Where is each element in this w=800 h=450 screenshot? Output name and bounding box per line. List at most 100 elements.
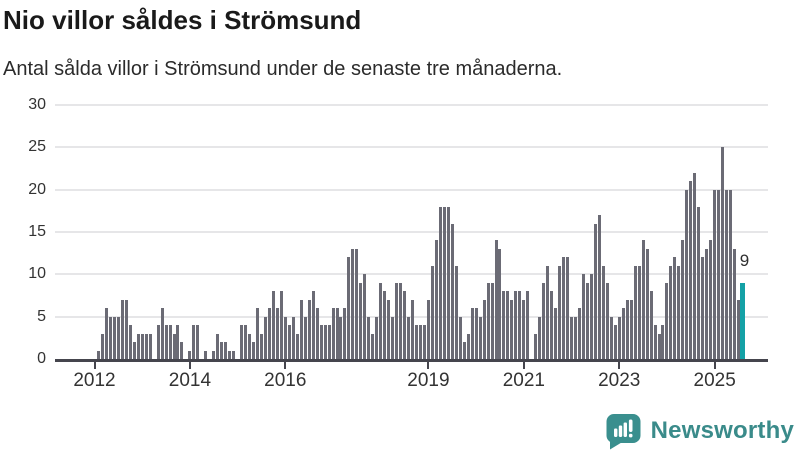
month-bar: [729, 189, 733, 359]
month-bar: [506, 291, 510, 359]
month-bar: [478, 316, 482, 359]
month-bar: [415, 325, 418, 359]
month-bar: [259, 333, 263, 359]
month-bar: [164, 325, 168, 359]
month-bar: [371, 333, 375, 359]
month-bar: [490, 282, 494, 359]
month-bar: [669, 265, 673, 359]
month-bar: [466, 333, 470, 359]
month-bar: [351, 248, 355, 359]
month-bar: [156, 325, 160, 359]
month-bar: [645, 248, 649, 359]
month-bar: [136, 333, 140, 359]
month-bar: [518, 291, 522, 359]
month-bar: [148, 333, 152, 359]
month-bar: [498, 248, 502, 359]
month-bar: [482, 299, 486, 359]
month-bar: [180, 342, 184, 359]
month-bar: [279, 291, 283, 359]
month-bar: [327, 325, 331, 359]
month-bar: [502, 291, 506, 359]
month-bar: [721, 147, 725, 359]
x-axis-tick: [618, 362, 621, 369]
month-bar: [192, 325, 196, 359]
month-bar: [120, 299, 124, 359]
gridline-y30: [55, 104, 768, 106]
x-axis-year-label: 2012: [73, 370, 116, 391]
month-bar: [363, 274, 367, 359]
month-bar: [355, 248, 359, 359]
month-bar: [633, 265, 637, 359]
month-bar: [613, 325, 617, 359]
month-bar: [359, 282, 363, 359]
month-bar: [450, 223, 454, 359]
month-bar: [454, 265, 458, 359]
month-bar: [705, 248, 709, 359]
month-bar: [526, 291, 530, 359]
month-bar: [689, 181, 693, 359]
month-bar: [172, 333, 176, 359]
gridline-y10: [55, 273, 768, 276]
month-bar: [331, 308, 335, 359]
month-bar: [685, 189, 689, 359]
month-bar: [713, 189, 717, 359]
month-bar: [566, 257, 570, 359]
month-bar: [124, 299, 128, 359]
month-bar: [649, 291, 653, 359]
x-axis-tick: [284, 362, 287, 369]
month-bar: [434, 240, 438, 359]
month-bar: [661, 325, 665, 359]
month-bar: [216, 333, 220, 359]
sales-bar-chart: 0 5 10 15 20 25 30 9 2012 2014 2016 2019 2021 2023 202…: [28, 97, 768, 391]
month-bar: [725, 189, 729, 359]
month-bar: [458, 316, 462, 359]
y-axis-tick-label: 10: [28, 265, 46, 283]
x-axis-tick: [522, 362, 525, 369]
highlight-value-label: 9: [739, 251, 750, 270]
month-bar: [275, 308, 279, 359]
month-bar: [673, 257, 677, 359]
month-bar: [578, 308, 581, 359]
month-bar: [299, 299, 303, 359]
month-bar: [522, 299, 526, 359]
y-axis-tick-label: 5: [37, 307, 46, 325]
month-bar: [248, 333, 252, 359]
month-bar: [335, 308, 339, 359]
gridline-y25: [55, 146, 768, 149]
month-bar: [430, 265, 434, 359]
gridline-y20: [55, 188, 768, 191]
month-bar: [426, 299, 430, 359]
month-bar: [212, 350, 216, 359]
x-axis-year-label: 2023: [598, 370, 641, 391]
month-bar: [538, 316, 542, 359]
month-bar: [283, 316, 287, 359]
month-bar: [220, 342, 224, 359]
month-bar: [375, 316, 379, 359]
month-bar: [140, 333, 144, 359]
month-bar: [399, 282, 403, 359]
month-bar: [681, 240, 685, 359]
newsworthy-logo[interactable]: Newsworthy: [605, 412, 794, 450]
y-axis-tick-label: 20: [28, 180, 46, 198]
month-bar: [100, 333, 104, 359]
month-bar: [609, 316, 613, 359]
month-bar: [323, 325, 327, 359]
month-bar: [446, 206, 450, 359]
month-bar: [629, 299, 633, 359]
month-bar: [255, 308, 259, 359]
y-axis-tick-label: 0: [37, 350, 46, 367]
month-bar: [307, 299, 311, 359]
month-bar: [407, 316, 411, 359]
month-bar: [514, 291, 518, 359]
month-bar: [462, 342, 466, 359]
month-bar: [311, 291, 315, 359]
month-bar: [470, 308, 474, 359]
month-bar: [339, 316, 343, 359]
month-bar: [224, 342, 228, 359]
month-bar: [438, 206, 442, 359]
month-bar: [597, 215, 601, 359]
month-bar: [104, 308, 108, 359]
x-axis-tick: [188, 362, 191, 369]
month-bar: [677, 265, 681, 359]
month-bar: [558, 265, 562, 359]
